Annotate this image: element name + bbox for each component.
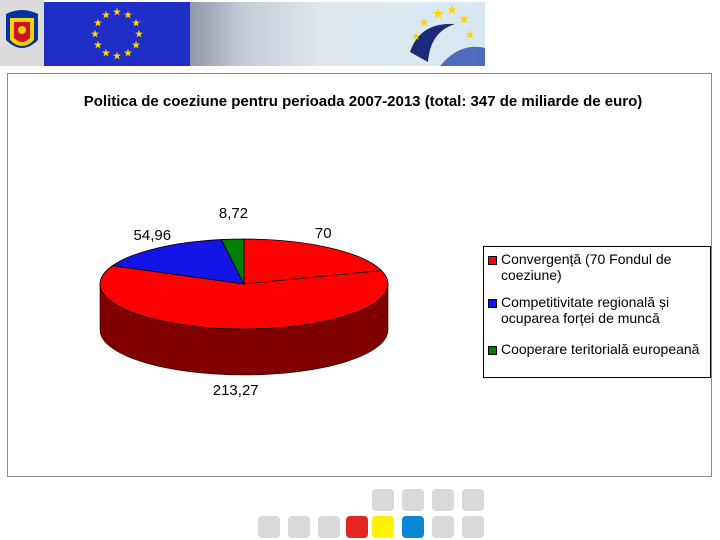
pie-chart xyxy=(99,238,389,376)
legend-label: coeziune) xyxy=(501,267,562,283)
programme-logo-icon xyxy=(400,2,485,66)
pie-slice xyxy=(243,238,383,285)
pie-data-label: 70 xyxy=(314,224,332,242)
eu-star-icon xyxy=(124,10,132,19)
eu-star-icon xyxy=(93,18,102,27)
header-banner xyxy=(0,0,485,68)
decorative-tile xyxy=(462,516,484,538)
legend-label: Cooperare teritorială europeană xyxy=(501,341,700,357)
eu-star-icon xyxy=(91,29,99,38)
legend-swatch-red xyxy=(488,256,497,265)
chart-frame: Politica de coeziune pentru perioada 200… xyxy=(7,73,712,477)
eu-flag-icon xyxy=(44,2,190,66)
decorative-tile xyxy=(402,489,424,511)
legend-item-cooperare: Cooperare teritorială europeană xyxy=(488,341,708,357)
legend: Convergență (70 Fondul de coeziune) Comp… xyxy=(483,246,711,378)
decorative-tile xyxy=(462,489,484,511)
legend-label: ocuparea forței de muncă xyxy=(501,310,660,326)
decorative-tile xyxy=(432,516,454,538)
pie-slice xyxy=(220,238,245,285)
eu-star-icon xyxy=(124,48,132,57)
eu-star-icon xyxy=(113,51,121,60)
pie-data-label: 54,96 xyxy=(133,227,172,245)
chart-title: Politica de coeziune pentru perioada 200… xyxy=(83,93,643,110)
coat-of-arms-icon xyxy=(0,0,44,66)
legend-label: Convergență (70 Fondul de xyxy=(501,251,672,267)
eu-star-icon xyxy=(102,48,110,57)
legend-label: Competitivitate regională și xyxy=(501,294,670,310)
pie-data-label: 213,27 xyxy=(212,382,259,400)
decorative-tile xyxy=(288,516,310,538)
decorative-tile xyxy=(346,516,368,538)
eu-star-icon xyxy=(93,40,102,49)
decorative-tile xyxy=(402,516,424,538)
decorative-tile xyxy=(318,516,340,538)
eu-star-icon xyxy=(113,7,121,16)
decorative-tile xyxy=(432,489,454,511)
decorative-tile xyxy=(372,516,394,538)
pie-slice xyxy=(111,239,245,285)
legend-swatch-green xyxy=(488,346,497,355)
eu-star-icon xyxy=(102,10,110,19)
legend-swatch-blue xyxy=(488,299,497,308)
eu-star-icon xyxy=(135,29,143,38)
eu-star-icon xyxy=(132,40,141,49)
pie-slice xyxy=(99,265,389,330)
legend-item-convergenta: Convergență (70 Fondul de coeziune) xyxy=(488,251,708,283)
decorative-tile xyxy=(372,489,394,511)
eu-star-icon xyxy=(132,18,141,27)
pie-data-label: 8,72 xyxy=(218,204,249,222)
legend-item-competitivitate: Competitivitate regională și ocuparea fo… xyxy=(488,294,708,326)
decorative-tile xyxy=(258,516,280,538)
